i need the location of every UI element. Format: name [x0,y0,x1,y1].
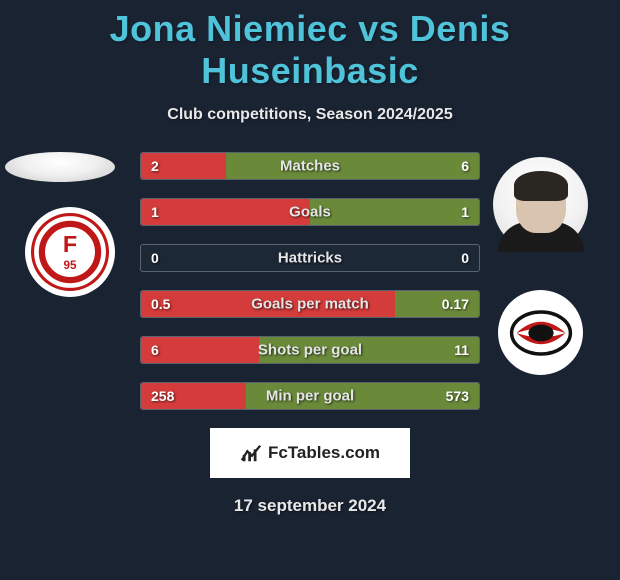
stat-label: Goals [289,204,331,221]
stat-value-left: 258 [151,388,174,404]
hurricane-badge-icon [506,298,576,368]
player-right-club-badge [498,290,583,375]
stat-value-left: 6 [151,342,159,358]
brand-box: FcTables.com [210,428,410,478]
player-left-avatar [5,152,115,182]
stat-bars-container: 26Matches11Goals00Hattricks0.50.17Goals … [140,152,480,410]
stat-label: Goals per match [251,296,369,313]
subtitle: Club competitions, Season 2024/2025 [0,106,620,124]
svg-text:95: 95 [63,259,77,272]
stat-value-left: 1 [151,204,159,220]
stat-row: 258 573 Min per goal [140,382,480,410]
bar-right [310,199,479,225]
stat-label: Shots per goal [258,342,362,359]
stat-value-right: 11 [454,342,469,358]
date-label: 17 september 2024 [0,496,620,516]
stat-label: Min per goal [266,388,354,405]
stat-row: 0.5 0.17 Goals per match [140,290,480,318]
stat-value-right: 0 [461,250,469,266]
player-left-club-badge: F 95 [25,207,115,297]
chart-icon [240,442,262,464]
stat-value-left: 0 [151,250,159,266]
fortuna-badge-icon: F 95 [31,213,109,291]
stat-value-left: 0.5 [151,296,170,312]
player-right-avatar [493,157,588,252]
stat-value-right: 1 [461,204,469,220]
stat-row: 1 1 Goals [140,198,480,226]
stat-label: Hattricks [278,250,342,267]
stat-row: 6 11 Shots per goal [140,336,480,364]
page-title: Jona Niemiec vs Denis Huseinbasic [0,0,620,92]
stat-row: 0 0 Hattricks [140,244,480,272]
stat-value-right: 6 [461,158,469,174]
stat-row: 2 6 Matches [140,152,480,180]
avatar-hair [514,171,568,201]
stat-label: Matches [280,158,340,175]
svg-text:F: F [63,231,77,257]
stat-value-right: 0.17 [442,296,469,312]
stat-value-left: 2 [151,158,159,174]
comparison-content: F 95 26Matches11Goals00Hattricks0.50.17G… [0,152,620,410]
bar-left [141,199,310,225]
stat-value-right: 573 [446,388,469,404]
brand-label: FcTables.com [268,443,380,463]
bar-right [226,153,480,179]
